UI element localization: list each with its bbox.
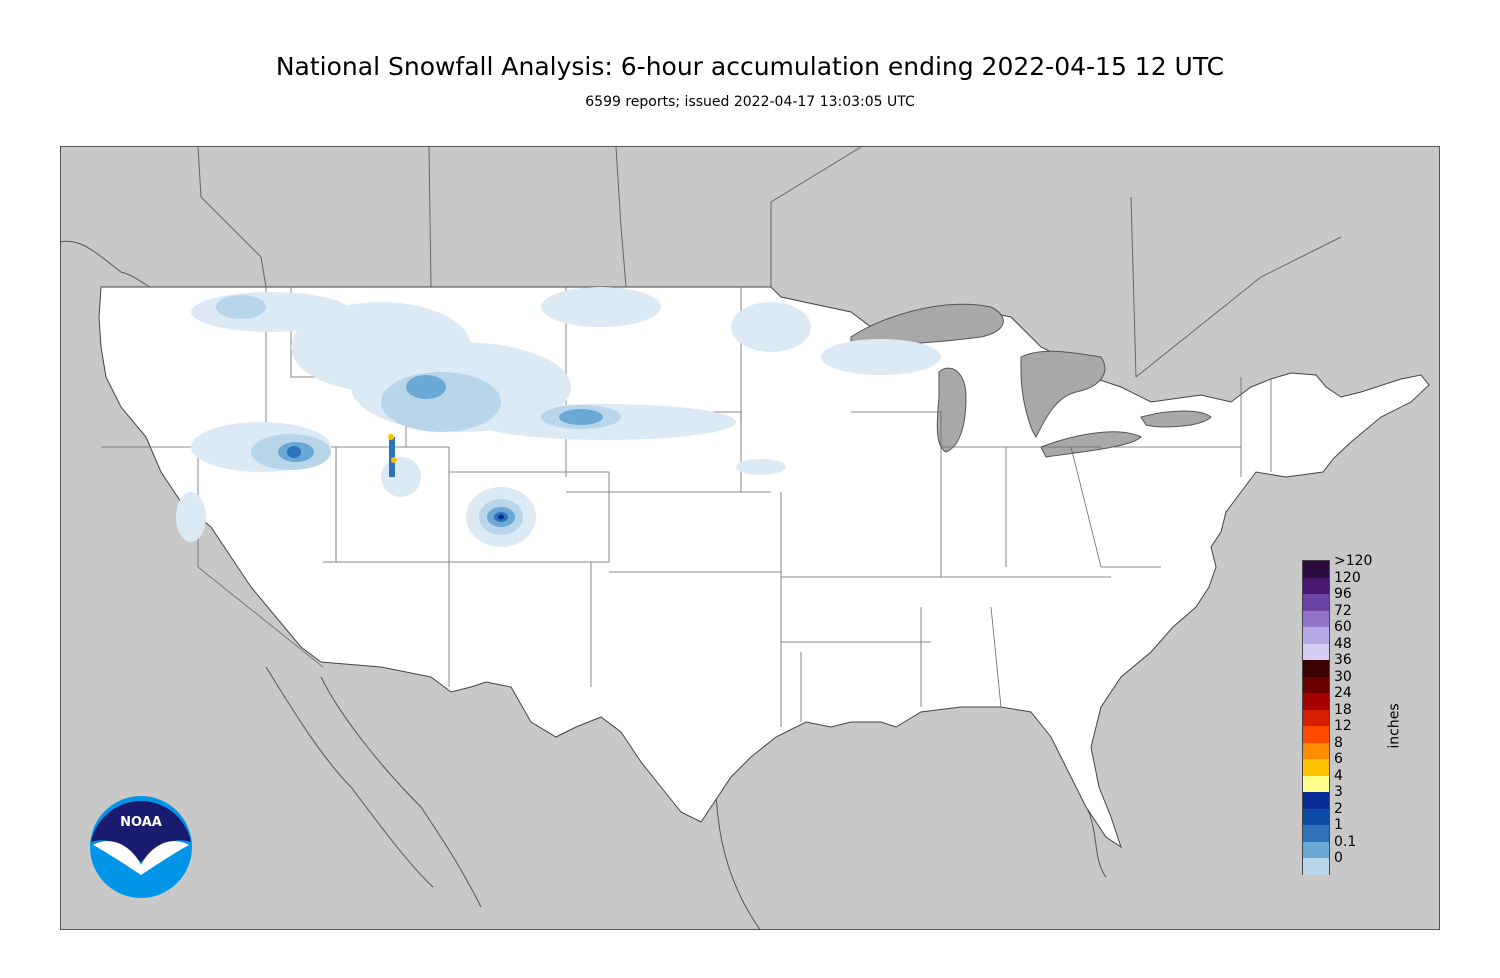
- colorbar-swatch: [1303, 561, 1329, 578]
- canada-borders: [197, 147, 1342, 378]
- colorbar-swatch: [1303, 808, 1329, 825]
- page-title: National Snowfall Analysis: 6-hour accum…: [275, 52, 1225, 81]
- colorbar-swatch: [1303, 709, 1329, 726]
- map-svg: [61, 147, 1439, 929]
- colorbar-swatch: [1303, 775, 1329, 792]
- colorbar-label: 48: [1334, 635, 1352, 652]
- colorbar-label: 36: [1334, 652, 1352, 668]
- colorbar-swatch: [1303, 759, 1329, 776]
- colorbar-label: 72: [1334, 602, 1352, 619]
- colorbar-swatch: [1303, 676, 1329, 693]
- colorbar-swatch: [1303, 693, 1329, 710]
- colorbar-label: 8: [1334, 734, 1343, 751]
- colorbar-swatch: [1303, 792, 1329, 809]
- colorbar-swatch: [1303, 742, 1329, 759]
- colorbar-label: 3: [1334, 784, 1343, 800]
- colorbar-swatch: [1303, 627, 1329, 644]
- colorbar-label: >120: [1334, 553, 1373, 569]
- page-subtitle: 6599 reports; issued 2022-04-17 13:03:05…: [585, 94, 915, 110]
- colorbar-swatch: [1303, 841, 1329, 858]
- noaa-logo: [90, 796, 192, 898]
- colorbar-label: 30: [1334, 668, 1352, 685]
- colorbar-label: 18: [1334, 701, 1352, 718]
- colorbar-swatch: [1303, 610, 1329, 627]
- colorbar-swatch: [1303, 660, 1329, 677]
- colorbar-bar: [1302, 560, 1330, 875]
- colorbar-swatch: [1303, 858, 1329, 875]
- colorbar-label: 96: [1334, 586, 1352, 602]
- colorbar-units: inches: [1386, 703, 1403, 749]
- colorbar-label: 2: [1334, 800, 1343, 817]
- colorbar-label: 4: [1334, 767, 1343, 784]
- colorbar-label: 1: [1334, 817, 1343, 833]
- snowfall-map: NOAA: [60, 146, 1440, 930]
- colorbar-label: 120: [1334, 569, 1361, 586]
- colorbar-swatch: [1303, 643, 1329, 660]
- great-lakes: [850, 303, 1212, 458]
- colorbar-label: 6: [1334, 751, 1343, 767]
- noaa-logo-text: NOAA: [120, 815, 162, 830]
- colorbar-label: 0: [1334, 850, 1343, 866]
- colorbar-swatch: [1303, 726, 1329, 743]
- colorbar-label: 0.1: [1334, 833, 1357, 850]
- colorbar-label: 60: [1334, 619, 1352, 635]
- colorbar-swatch: [1303, 594, 1329, 611]
- colorbar-label: 12: [1334, 718, 1352, 734]
- colorbar-label: 24: [1334, 685, 1352, 701]
- snowfall-shading: [176, 287, 941, 547]
- colorbar-swatch: [1303, 825, 1329, 842]
- colorbar-swatch: [1303, 577, 1329, 594]
